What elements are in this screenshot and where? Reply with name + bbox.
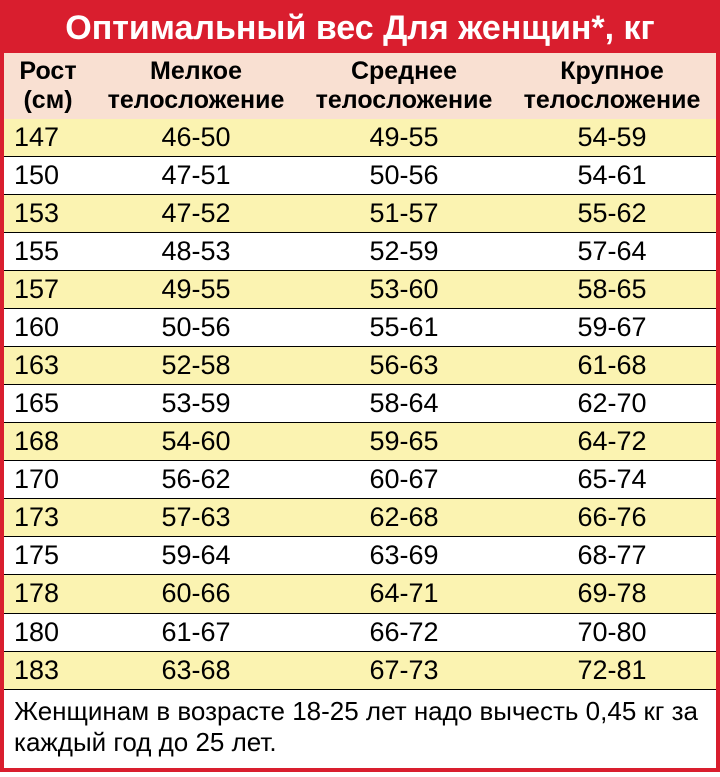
table-row: 15347-5251-5755-62 [4, 194, 716, 232]
cell-value: 60-67 [300, 461, 508, 499]
cell-value: 67-73 [300, 651, 508, 689]
cell-value: 59-67 [508, 309, 716, 347]
cell-height: 178 [4, 575, 92, 613]
table-header-row: Рост (см) Мелкое телосложение Среднее те… [4, 53, 716, 119]
cell-value: 56-63 [300, 347, 508, 385]
cell-height: 163 [4, 347, 92, 385]
cell-value: 70-80 [508, 613, 716, 651]
weight-table: Рост (см) Мелкое телосложение Среднее те… [4, 53, 716, 689]
cell-height: 168 [4, 423, 92, 461]
table-row: 17860-6664-7169-78 [4, 575, 716, 613]
table-row: 15548-5352-5957-64 [4, 233, 716, 271]
weight-table-container: Оптимальный вес Для женщин*, кг Рост (см… [0, 0, 720, 772]
cell-value: 54-61 [508, 156, 716, 194]
cell-height: 173 [4, 499, 92, 537]
cell-value: 55-61 [300, 309, 508, 347]
cell-height: 147 [4, 119, 92, 157]
cell-value: 66-72 [300, 613, 508, 651]
cell-value: 61-68 [508, 347, 716, 385]
cell-height: 175 [4, 537, 92, 575]
cell-value: 48-53 [92, 233, 300, 271]
cell-value: 59-65 [300, 423, 508, 461]
cell-value: 50-56 [92, 309, 300, 347]
cell-height: 155 [4, 233, 92, 271]
table-row: 14746-5049-5554-59 [4, 119, 716, 157]
table-footnote: Женщинам в возрасте 18-25 лет надо вычес… [4, 690, 716, 768]
cell-height: 165 [4, 385, 92, 423]
cell-value: 64-72 [508, 423, 716, 461]
table-row: 17559-6463-6968-77 [4, 537, 716, 575]
col-header-medium: Среднее телосложение [300, 53, 508, 119]
cell-value: 56-62 [92, 461, 300, 499]
cell-height: 150 [4, 156, 92, 194]
cell-value: 54-60 [92, 423, 300, 461]
table-row: 16553-5958-6462-70 [4, 385, 716, 423]
cell-height: 170 [4, 461, 92, 499]
cell-value: 58-64 [300, 385, 508, 423]
cell-value: 53-60 [300, 271, 508, 309]
table-row: 16352-5856-6361-68 [4, 347, 716, 385]
cell-value: 58-65 [508, 271, 716, 309]
cell-value: 69-78 [508, 575, 716, 613]
table-row: 16050-5655-6159-67 [4, 309, 716, 347]
cell-value: 55-62 [508, 194, 716, 232]
cell-height: 153 [4, 194, 92, 232]
cell-value: 57-64 [508, 233, 716, 271]
cell-value: 61-67 [92, 613, 300, 651]
cell-value: 49-55 [300, 119, 508, 157]
cell-value: 72-81 [508, 651, 716, 689]
cell-value: 52-58 [92, 347, 300, 385]
table-row: 18363-6867-7372-81 [4, 651, 716, 689]
cell-value: 68-77 [508, 537, 716, 575]
cell-value: 49-55 [92, 271, 300, 309]
cell-value: 64-71 [300, 575, 508, 613]
cell-height: 160 [4, 309, 92, 347]
cell-value: 63-68 [92, 651, 300, 689]
cell-value: 63-69 [300, 537, 508, 575]
cell-value: 53-59 [92, 385, 300, 423]
table-row: 15047-5150-5654-61 [4, 156, 716, 194]
col-header-height: Рост (см) [4, 53, 92, 119]
table-body: 14746-5049-5554-5915047-5150-5654-611534… [4, 119, 716, 689]
cell-height: 180 [4, 613, 92, 651]
cell-value: 65-74 [508, 461, 716, 499]
table-title: Оптимальный вес Для женщин*, кг [4, 4, 716, 53]
cell-value: 60-66 [92, 575, 300, 613]
cell-value: 51-57 [300, 194, 508, 232]
cell-value: 59-64 [92, 537, 300, 575]
cell-value: 54-59 [508, 119, 716, 157]
cell-value: 52-59 [300, 233, 508, 271]
table-row: 15749-5553-6058-65 [4, 271, 716, 309]
cell-height: 183 [4, 651, 92, 689]
table-row: 18061-6766-7270-80 [4, 613, 716, 651]
cell-value: 57-63 [92, 499, 300, 537]
cell-value: 50-56 [300, 156, 508, 194]
col-header-large: Крупное телосложение [508, 53, 716, 119]
cell-value: 46-50 [92, 119, 300, 157]
col-header-small: Мелкое телосложение [92, 53, 300, 119]
table-row: 16854-6059-6564-72 [4, 423, 716, 461]
cell-height: 157 [4, 271, 92, 309]
cell-value: 66-76 [508, 499, 716, 537]
table-row: 17056-6260-6765-74 [4, 461, 716, 499]
table-row: 17357-6362-6866-76 [4, 499, 716, 537]
cell-value: 47-52 [92, 194, 300, 232]
cell-value: 62-68 [300, 499, 508, 537]
cell-value: 62-70 [508, 385, 716, 423]
cell-value: 47-51 [92, 156, 300, 194]
